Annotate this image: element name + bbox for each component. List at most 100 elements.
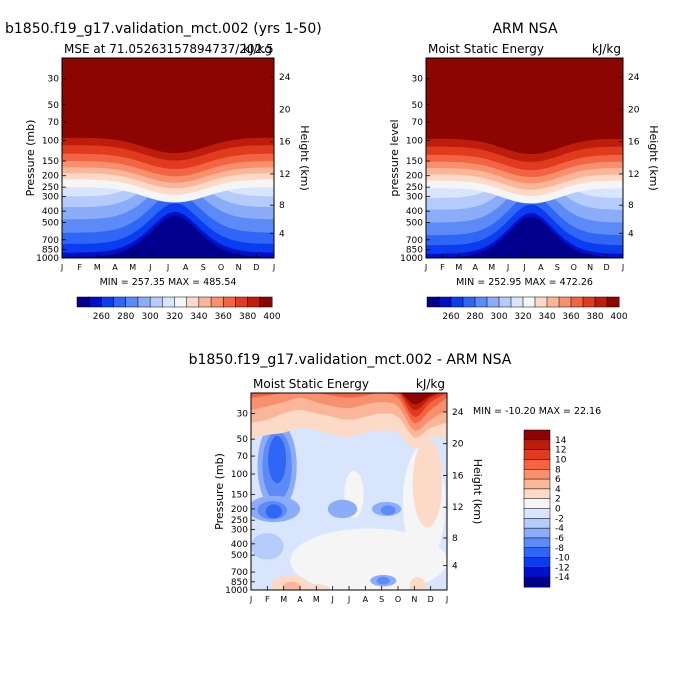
height-tick-label: 12: [279, 170, 290, 180]
colorbar-label: 2: [555, 495, 561, 505]
x-tick-label: A: [473, 263, 479, 272]
colorbar-label: -10: [555, 554, 570, 564]
diff-cold-feb-c: [268, 435, 287, 484]
y-tick-label: 300: [406, 192, 423, 202]
colorbar-swatch: [223, 296, 236, 308]
colorbar-swatch: [426, 296, 440, 308]
min-max-label: MIN = -10.20 MAX = 22.16: [473, 406, 601, 417]
colorbar-label: 8: [555, 465, 561, 475]
x-tick-label: M: [94, 263, 101, 272]
y-tick-label: 400: [42, 207, 59, 217]
y-tick-label: 70: [48, 118, 60, 128]
colorbar-label: 14: [555, 436, 567, 446]
x-tick-label: F: [440, 263, 445, 272]
x-tick-label: A: [297, 595, 303, 604]
colorbar-label: 10: [555, 455, 567, 465]
colorbar-swatch: [438, 296, 452, 308]
x-tick-label: M: [280, 595, 287, 604]
colorbar-label: 4: [555, 485, 561, 495]
y-tick-label: 30: [237, 409, 249, 419]
y-right-axis-label: Height (km): [298, 125, 311, 191]
min-max-label: MIN = 252.95 MAX = 472.26: [456, 277, 593, 288]
units-label: kJ/kg: [243, 42, 272, 56]
colorbar-swatch: [523, 547, 551, 559]
colorbar-label: 380: [586, 312, 603, 322]
panel-subtitle: Moist Static Energy: [253, 377, 369, 391]
colorbar-swatch: [235, 296, 249, 308]
colorbar-label: -12: [555, 563, 570, 573]
x-tick-label: J: [445, 595, 448, 604]
height-tick-label: 24: [279, 73, 291, 83]
height-tick-label: 24: [628, 73, 640, 83]
diff-cold-sep-b: [376, 576, 390, 585]
y-tick-label: 700: [42, 236, 59, 246]
colorbar-swatch: [259, 296, 273, 308]
colorbar-label: 320: [166, 312, 183, 322]
colorbar-swatch: [162, 296, 175, 308]
colorbar-swatch: [450, 296, 464, 308]
colorbar-swatch: [486, 296, 500, 308]
colorbar-swatch: [88, 296, 102, 308]
x-tick-label: D: [603, 263, 609, 272]
colorbar-swatch: [523, 478, 551, 490]
height-tick-label: 24: [452, 408, 464, 418]
height-tick-label: 8: [628, 201, 634, 211]
colorbar-swatch: [113, 296, 127, 308]
x-tick-label: N: [587, 263, 593, 272]
panel-title: ARM NSA: [492, 21, 557, 37]
height-tick-label: 4: [628, 229, 634, 239]
colorbar-label: 400: [610, 312, 627, 322]
colorbar-label: -8: [555, 544, 564, 554]
colorbar-swatch: [462, 296, 476, 308]
colorbar-swatch: [570, 296, 584, 308]
colorbar-swatch: [606, 296, 620, 308]
y-axis-label: Pressure (mb): [24, 120, 37, 197]
diff-cold-low-jan: [251, 533, 284, 560]
x-tick-label: M: [313, 595, 320, 604]
height-tick-label: 16: [628, 138, 640, 148]
panel-subtitle: Moist Static Energy: [428, 42, 544, 56]
y-tick-label: 700: [406, 236, 423, 246]
x-tick-label: O: [218, 263, 224, 272]
y-tick-label: 500: [42, 219, 59, 229]
height-tick-label: 20: [628, 105, 640, 115]
x-tick-label: F: [265, 595, 270, 604]
colorbar-swatch: [523, 518, 551, 529]
y-tick-label: 1000: [225, 586, 248, 596]
y-tick-label: 200: [406, 172, 423, 182]
colorbar-swatch: [522, 296, 536, 308]
x-tick-label: J: [621, 263, 624, 272]
height-tick-label: 16: [452, 471, 464, 481]
y-tick-label: 50: [412, 101, 424, 111]
band-15: [426, 58, 623, 155]
colorbar-swatch: [582, 296, 596, 308]
x-tick-label: J: [166, 263, 169, 272]
colorbar-swatch: [523, 469, 551, 480]
colorbar-label: 320: [514, 312, 531, 322]
x-tick-label: J: [522, 263, 525, 272]
colorbar-swatch: [149, 296, 163, 308]
x-tick-label: J: [330, 595, 333, 604]
y-tick-label: 300: [231, 525, 248, 535]
x-tick-label: J: [249, 595, 252, 604]
colorbar-swatch: [101, 296, 115, 308]
colorbar-swatch: [523, 439, 551, 451]
x-tick-label: O: [395, 595, 401, 604]
colorbar-swatch: [510, 296, 524, 308]
y-tick-label: 400: [231, 540, 248, 550]
y-tick-label: 150: [42, 157, 59, 167]
diff-warm-nov: [412, 439, 443, 528]
y-axis-label: pressure level: [388, 119, 401, 196]
colorbar-label: 300: [490, 312, 507, 322]
x-tick-label: S: [201, 263, 206, 272]
panel-2: 3050701001502002503004005007008501000481…: [388, 21, 660, 322]
colorbar-swatch: [210, 296, 224, 308]
x-tick-label: A: [183, 263, 189, 272]
y-right-axis-label: Height (km): [647, 125, 660, 191]
y-tick-label: 1000: [36, 254, 59, 264]
y-tick-label: 150: [231, 490, 248, 500]
y-right-axis-label: Height (km): [471, 459, 484, 525]
colorbar-swatch: [594, 296, 608, 308]
band-15: [62, 58, 274, 154]
